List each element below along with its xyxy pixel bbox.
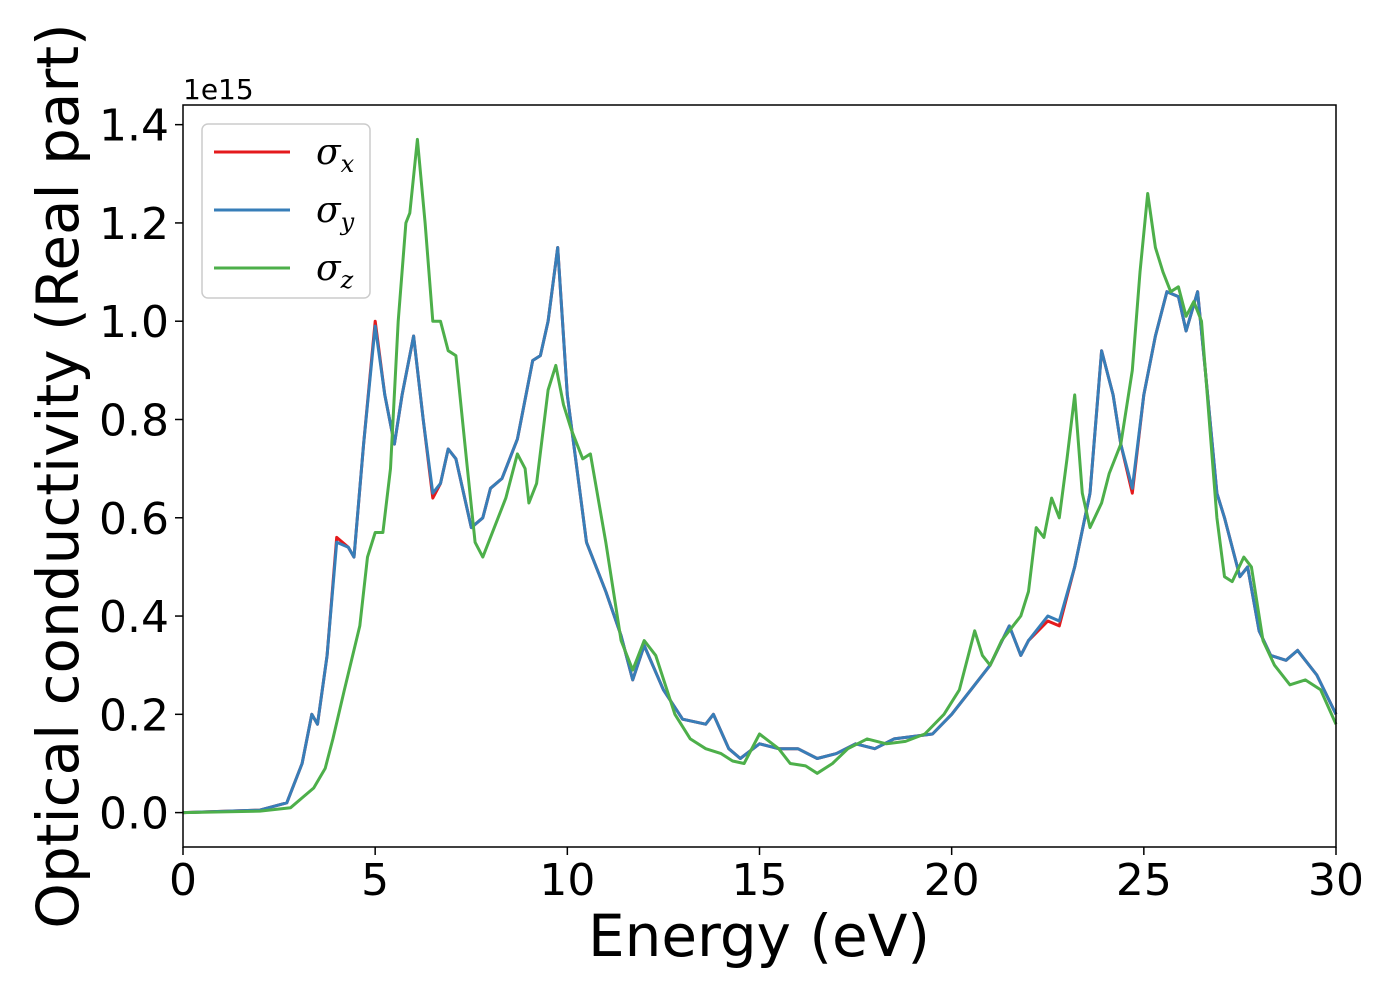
x-tick-label: 0 [169,855,197,906]
x-tick-label: 30 [1308,855,1364,906]
x-tick-label: 5 [361,855,389,906]
y-tick-label: 1.4 [99,101,169,152]
x-tick-label: 10 [539,855,595,906]
y-tick-label: 1.0 [99,297,169,348]
x-tick-label: 15 [732,855,788,906]
legend-label-sigma-z: σz [316,248,354,294]
series-line-sigma-z [182,137,1338,815]
legend: σx σy σz [201,123,371,299]
series-line-sigma-y [182,246,1338,815]
y-tick-label: 0.8 [99,395,169,446]
y-offset-text: 1e15 [183,73,254,106]
y-tick-label: 1.2 [99,199,169,250]
x-tick-label: 20 [924,855,980,906]
legend-label-sigma-y: σy [316,190,355,236]
y-tick-label: 0.2 [99,690,169,741]
y-tick-label: 0.0 [99,789,169,840]
y-tick-label: 0.6 [99,494,169,545]
series-layer [182,137,1338,815]
x-axis-label: Energy (eV) [588,902,930,970]
x-tick-label: 25 [1116,855,1172,906]
y-axis-label: Optical conductivity (Real part) [24,23,92,928]
legend-label-sigma-x: σx [316,132,355,178]
y-axis-ticks: 0.0 0.2 0.4 0.6 0.8 1.0 1.2 1.4 [99,101,183,840]
y-tick-label: 0.4 [99,592,169,643]
x-axis-ticks: 0 5 10 15 20 25 30 [169,847,1364,906]
